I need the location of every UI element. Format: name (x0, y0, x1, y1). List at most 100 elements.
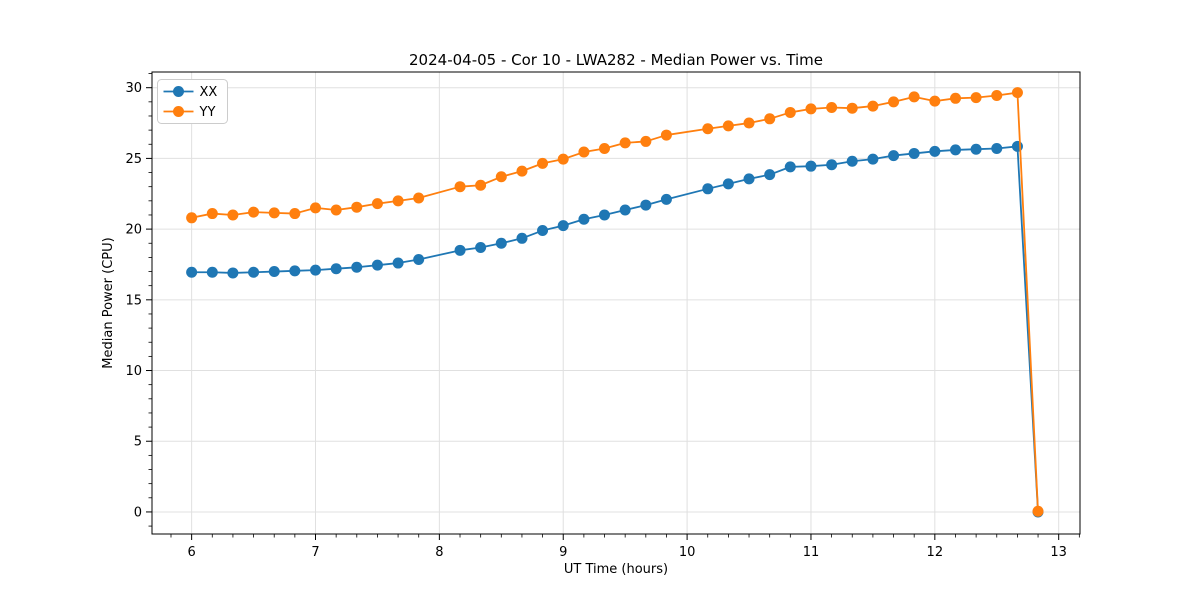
x-tick-label: 13 (1050, 545, 1067, 560)
series-yy-marker (867, 100, 879, 112)
series-yy-marker (1011, 87, 1023, 99)
x-tick-label: 11 (803, 545, 820, 560)
series-xx-marker (764, 169, 776, 181)
x-tick-label: 9 (559, 545, 567, 560)
x-tick-label: 8 (435, 545, 443, 560)
series-yy-marker (186, 212, 198, 224)
legend-marker-sample (173, 86, 184, 97)
y-tick-label: 15 (125, 293, 142, 308)
series-yy-marker (702, 123, 714, 135)
y-tick-label: 5 (134, 435, 142, 450)
grid (152, 72, 1080, 534)
series-xx-marker (454, 244, 466, 256)
series-yy-marker (454, 181, 466, 193)
axes: 6 7 8 9 10 11 12 13 0 5 10 15 20 25 30 (125, 71, 1081, 560)
series-xx-marker (371, 259, 383, 271)
series-xx-marker (660, 193, 672, 205)
legend: XX YY (157, 79, 228, 124)
y-tick-label: 30 (125, 81, 142, 96)
series-yy-marker (598, 143, 610, 155)
series-yy-marker (248, 206, 260, 218)
series-xx-marker (722, 178, 734, 190)
x-tick-label: 10 (679, 545, 696, 560)
series-xx-marker (1011, 140, 1023, 152)
series-yy-marker (310, 202, 321, 214)
series-yy-line (190, 91, 1039, 513)
series-xx-marker (392, 257, 404, 269)
series-yy (186, 87, 1044, 517)
y-tick-label: 25 (125, 152, 142, 167)
series-yy-marker (1032, 505, 1044, 517)
series-xx-marker (846, 155, 858, 167)
series-xx-marker (805, 160, 817, 172)
series-xx-marker (619, 204, 631, 216)
series-yy-marker (826, 101, 838, 113)
x-tick-label: 7 (311, 545, 319, 560)
series-yy-marker (206, 208, 218, 220)
series-yy-marker (289, 208, 301, 220)
x-axis-label: UT Time (hours) (564, 562, 668, 577)
legend-label-yy: YY (199, 105, 216, 120)
legend-marker-sample (173, 106, 184, 117)
series-xx-marker (248, 266, 260, 278)
series-yy-marker (330, 204, 342, 216)
series-xx-marker (743, 173, 755, 185)
series-yy-marker (475, 179, 487, 191)
series-xx-marker (908, 147, 920, 159)
series-xx-marker (268, 266, 280, 278)
x-tick-label: 12 (927, 545, 944, 560)
series-yy-marker (660, 129, 672, 141)
y-axis-label: Median Power (CPU) (101, 237, 116, 368)
series-xx-marker (351, 261, 363, 273)
series-xx-marker (970, 143, 982, 155)
series-xx-marker (991, 143, 1003, 155)
series-yy-marker (640, 135, 652, 147)
series-xx-marker (640, 199, 652, 211)
series-yy-marker (722, 120, 734, 132)
series-xx-marker (516, 232, 528, 244)
series-yy-marker (888, 96, 900, 108)
series-xx-marker (537, 225, 549, 237)
series-xx-marker (888, 150, 900, 162)
series-yy-marker (268, 207, 280, 219)
series-xx-marker (206, 266, 218, 278)
series-yy-marker (578, 146, 590, 158)
series-yy-marker (351, 201, 363, 213)
series-yy-marker (784, 106, 796, 118)
series-xx-marker (289, 265, 301, 277)
series-xx-marker (826, 159, 838, 171)
series-yy-marker (227, 209, 239, 221)
series-yy-marker (908, 91, 920, 103)
series-yy-marker (764, 113, 776, 125)
series-yy-marker (495, 171, 507, 183)
series-xx (186, 140, 1044, 518)
series-yy-marker (805, 103, 817, 115)
series-xx-marker (867, 153, 879, 165)
series-yy-marker (516, 165, 528, 177)
series-xx-marker (557, 220, 569, 232)
series-xx-marker (413, 254, 425, 266)
series-yy-marker (557, 153, 569, 165)
series-yy-marker (537, 157, 549, 169)
legend-label-xx: XX (200, 85, 218, 100)
series-yy-marker (743, 117, 755, 129)
series-xx-marker (702, 183, 714, 195)
series-xx-marker (495, 237, 507, 249)
series-yy-marker (413, 192, 425, 204)
chart-title: 2024-04-05 - Cor 10 - LWA282 - Median Po… (409, 51, 823, 69)
series-xx-marker (475, 241, 487, 253)
plot-border (151, 71, 1081, 535)
series-yy-marker (371, 198, 383, 210)
series-xx-line (190, 145, 1039, 513)
series-xx-marker (186, 266, 198, 278)
series-yy-marker (950, 92, 962, 104)
series-xx-marker (950, 144, 962, 156)
series-lines (186, 87, 1044, 518)
series-xx-marker (598, 209, 610, 221)
series-xx-marker (227, 267, 239, 279)
series-yy-marker (619, 137, 631, 149)
x-tick-label: 6 (187, 545, 195, 560)
series-xx-marker (578, 213, 590, 225)
